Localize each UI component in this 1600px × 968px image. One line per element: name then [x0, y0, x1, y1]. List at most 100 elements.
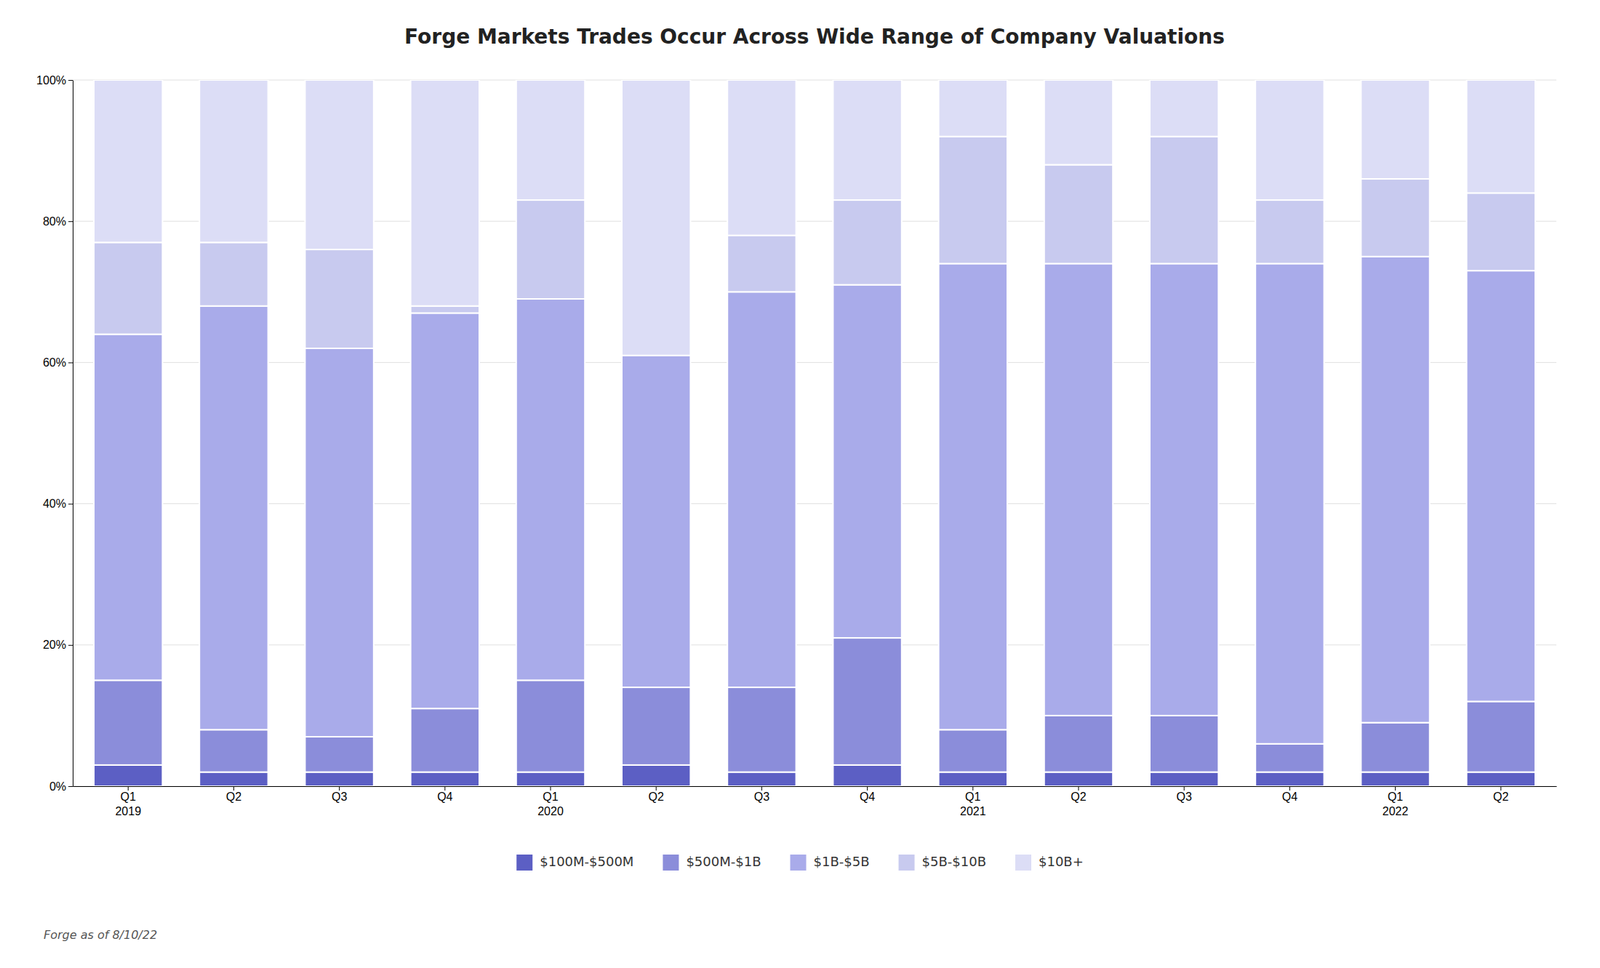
bar-segment — [516, 298, 585, 680]
x-tick-label: Q12021 — [960, 790, 987, 817]
x-tick-label: Q4 — [1282, 790, 1298, 803]
x-tick: Q3 — [754, 786, 770, 803]
x-tick-mark — [338, 786, 340, 791]
y-tick-mark — [68, 645, 73, 646]
x-tick-label: Q4 — [437, 790, 453, 803]
y-tick-label: 40% — [42, 497, 67, 510]
y-axis: 0%20%40%60%80%100% — [36, 74, 73, 793]
x-tick-mark — [550, 786, 552, 791]
x-tick-mark — [1394, 786, 1396, 791]
bar-segment — [93, 242, 163, 334]
bar-segment — [621, 687, 691, 766]
legend-swatch — [790, 854, 807, 871]
x-tick-label-line: 2020 — [537, 805, 564, 818]
y-tick-mark — [68, 504, 73, 505]
grid-line — [72, 786, 1557, 787]
x-tick: Q1 2019 — [114, 786, 142, 818]
bar-segment — [304, 348, 374, 737]
x-tick-label-line: Q2 — [226, 790, 242, 803]
bar-segment — [1466, 772, 1536, 787]
bar-segment — [1149, 80, 1219, 137]
bar-segment — [727, 235, 796, 293]
bar-segment — [304, 80, 374, 250]
x-tick-label-line: Q1 — [1387, 790, 1403, 803]
y-tick: 0% — [49, 780, 73, 793]
x-tick-label-line: Q1 — [120, 790, 136, 803]
x-tick-mark — [128, 786, 129, 791]
bar-segment — [516, 80, 585, 200]
bar-segment — [1255, 263, 1324, 744]
bar-segment — [304, 249, 374, 349]
bar-segment — [410, 312, 480, 709]
bar-segment — [1149, 263, 1219, 715]
bar-series — [93, 80, 1536, 356]
legend-label: $10B+ — [1038, 853, 1084, 870]
y-tick-label: 100% — [36, 74, 67, 87]
bar-segment — [93, 680, 163, 766]
x-tick-mark — [761, 786, 763, 791]
x-tick-mark — [656, 786, 657, 791]
x-tick: Q2 — [1070, 786, 1086, 803]
bar-segment — [938, 80, 1008, 137]
x-tick-label-line: 2021 — [960, 805, 987, 818]
bar-segment — [1149, 715, 1219, 773]
grid-line — [72, 221, 1557, 222]
grid-line — [72, 362, 1557, 363]
y-axis-line — [72, 80, 74, 787]
bar-segment — [410, 306, 480, 314]
x-tick-label-line: Q2 — [648, 790, 664, 803]
x-tick-label: Q2 — [1493, 790, 1509, 803]
bar-segment — [1466, 192, 1536, 271]
y-tick-label: 20% — [42, 638, 67, 651]
bar-segment — [1360, 256, 1430, 723]
y-tick-label: 80% — [42, 215, 67, 228]
bar-segment — [938, 136, 1008, 264]
y-tick-mark — [68, 786, 73, 787]
bar-segment — [410, 708, 480, 772]
x-axis-line — [73, 786, 1558, 787]
legend-label: $100M-$500M — [539, 853, 634, 870]
x-tick-label-line: Q2 — [1493, 790, 1509, 803]
bar-segment — [304, 772, 374, 787]
x-tick-mark — [1289, 786, 1291, 791]
bar-segment — [1360, 178, 1430, 257]
bar-segment — [516, 680, 585, 772]
x-tick: Q3 — [1176, 786, 1192, 803]
x-tick-label: Q2 — [648, 790, 664, 803]
x-tick-mark — [972, 786, 974, 791]
bar-segment — [727, 772, 796, 787]
bar-segment — [93, 80, 163, 243]
x-tick-mark — [1500, 786, 1502, 791]
bar-segment — [938, 772, 1008, 787]
bar-segment — [1360, 722, 1430, 773]
bar-segment — [199, 80, 268, 243]
grid-line — [72, 80, 1557, 81]
x-tick-label: Q3 — [331, 790, 347, 803]
bar-segment — [621, 355, 691, 688]
bar-segment — [1044, 263, 1113, 715]
x-tick-label: Q2 — [226, 790, 242, 803]
bar-segment — [832, 200, 902, 286]
x-tick-label: Q3 — [1176, 790, 1192, 803]
title: Forge Markets Trades Occur Across Wide R… — [404, 24, 1225, 49]
legend-item: $10B+ — [1015, 853, 1084, 871]
x-tick-label: Q3 — [754, 790, 770, 803]
x-tick-label: Q1 2019 — [114, 790, 142, 817]
x-tick-label-line: Q4 — [859, 790, 875, 803]
bar-segment — [1466, 270, 1536, 702]
legend-item: $1B-$5B — [790, 853, 870, 871]
grid-line — [72, 644, 1557, 646]
y-tick: 20% — [42, 638, 73, 651]
bar-segment — [93, 765, 163, 787]
x-tick: Q12022 — [1382, 786, 1409, 818]
bar-segment — [938, 729, 1008, 772]
y-tick: 40% — [42, 497, 73, 510]
y-tick-mark — [68, 221, 73, 222]
x-tick-mark — [444, 786, 446, 791]
x-tick: Q2 — [1493, 786, 1509, 803]
bar-segment — [621, 80, 691, 356]
bar-segment — [1044, 715, 1113, 773]
chart: 0%20%40%60%80%100%Q12019Q2Q3Q4Q12020Q2Q3… — [0, 0, 1600, 968]
x-tick-label-line: Q3 — [754, 790, 770, 803]
x-tick-label-line: 2019 — [114, 805, 142, 818]
